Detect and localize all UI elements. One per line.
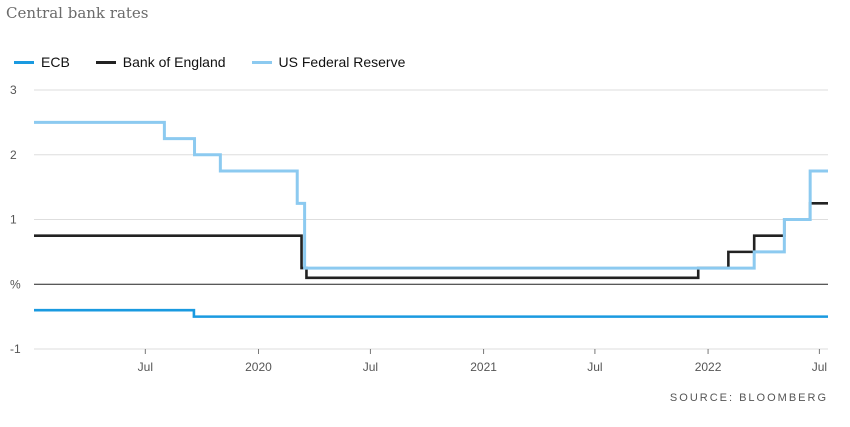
y-tick-label: 2 [10, 148, 17, 162]
x-tick-label: 2020 [245, 360, 272, 374]
legend-item-boe: Bank of England [95, 54, 226, 70]
series-line-fed [34, 120, 828, 270]
legend-item-ecb: ECB [14, 54, 70, 70]
legend-label-ecb: ECB [41, 54, 70, 70]
y-tick-label: 1 [10, 213, 17, 227]
x-tick-label: 2022 [695, 360, 722, 374]
x-tick-label: Jul [138, 360, 153, 374]
source-note: SOURCE: BLOOMBERG [669, 392, 828, 404]
series-line-ecb [34, 308, 828, 318]
chart-title: Central bank rates [6, 4, 149, 22]
legend: ECB Bank of England US Federal Reserve [14, 52, 431, 72]
legend-swatch-fed [251, 60, 272, 64]
legend-swatch-boe [95, 60, 116, 64]
x-tick-label: Jul [587, 360, 602, 374]
x-tick-label: Jul [812, 360, 827, 374]
y-tick-label: 3 [10, 83, 17, 97]
x-tick-label: 2021 [470, 360, 497, 374]
x-tick-label: Jul [363, 360, 378, 374]
legend-label-fed: US Federal Reserve [278, 54, 406, 70]
legend-swatch-ecb [14, 60, 34, 64]
legend-item-fed: US Federal Reserve [251, 54, 406, 70]
y-tick-label: % [10, 277, 21, 291]
legend-label-boe: Bank of England [122, 54, 226, 70]
y-tick-label: -1 [10, 342, 21, 356]
